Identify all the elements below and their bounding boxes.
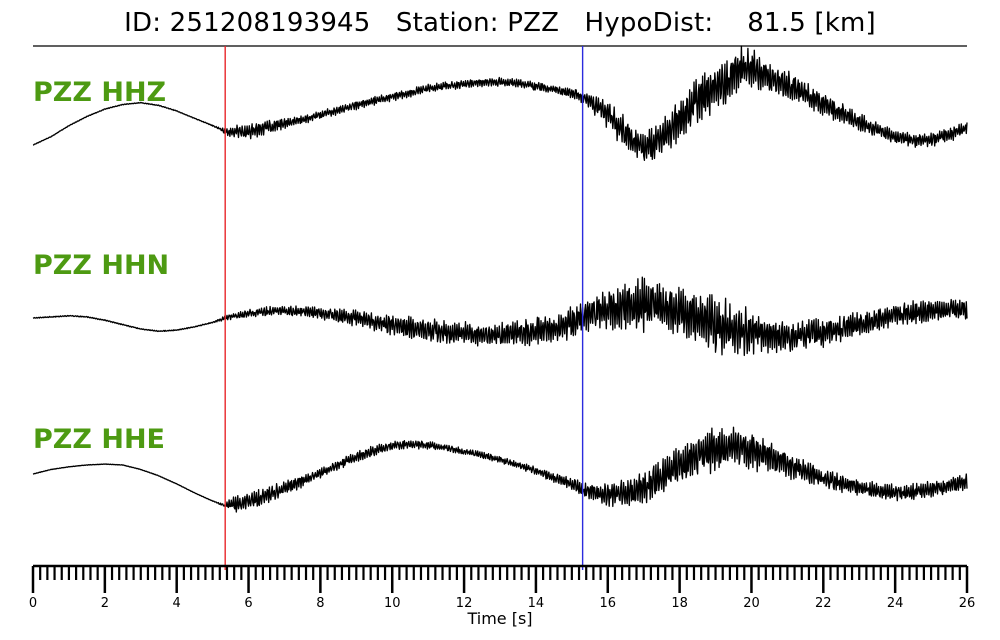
x-tick-label: 16 xyxy=(599,596,616,611)
trace-label: PZZ HHN xyxy=(33,250,169,281)
x-tick-label: 8 xyxy=(316,596,324,611)
trace-label: PZZ HHZ xyxy=(33,77,166,108)
x-tick-label: 18 xyxy=(671,596,688,611)
chart-title: ID: 251208193945 Station: PZZ HypoDist: … xyxy=(124,8,876,38)
x-axis-label: Time [s] xyxy=(466,609,532,628)
phase-markers-group xyxy=(224,46,584,570)
traces-group xyxy=(32,45,968,513)
trace-line xyxy=(32,45,968,161)
x-tick-label: 14 xyxy=(528,596,545,611)
x-tick-label: 2 xyxy=(101,596,109,611)
trace-label: PZZ HHE xyxy=(33,424,165,455)
trace-line xyxy=(32,426,968,513)
trace-labels-group: PZZ HHZ PZZ HHN PZZ HHE xyxy=(33,77,169,455)
x-tick-label: 0 xyxy=(29,596,37,611)
x-tick-label: 24 xyxy=(887,596,904,611)
x-tick-label: 26 xyxy=(959,596,976,611)
x-tick-label: 20 xyxy=(743,596,760,611)
trace-line xyxy=(32,276,968,357)
x-tick-label: 10 xyxy=(384,596,401,611)
x-tick-label: 12 xyxy=(456,596,473,611)
x-tick-label: 4 xyxy=(173,596,181,611)
x-tick-label: 22 xyxy=(815,596,832,611)
x-tick-label: 6 xyxy=(244,596,252,611)
